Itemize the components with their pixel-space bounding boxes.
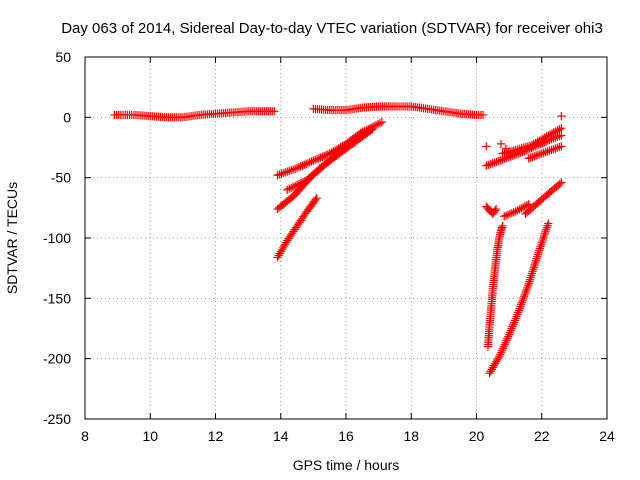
x-tick-label: 14 [273, 428, 289, 444]
data-point [544, 219, 553, 228]
y-axis-label: SDTVAR / TECUs [4, 182, 20, 294]
x-axis-label: GPS time / hours [293, 457, 400, 473]
data-point [498, 221, 507, 231]
y-tick-label: 50 [55, 49, 71, 65]
chart-title: Day 063 of 2014, Sidereal Day-to-day VTE… [61, 20, 603, 37]
axis-ticks: 8 10 12 14 16 18 20 22 24 50 0 -50 -100 -150 -200 -250 [43, 49, 615, 444]
data-point [366, 126, 375, 135]
data-point [491, 204, 501, 214]
x-tick-label: 16 [338, 428, 354, 444]
data-point [482, 142, 491, 151]
x-tick-label: 8 [81, 428, 89, 444]
x-tick-label: 24 [599, 428, 615, 444]
data-point [557, 112, 566, 121]
data-point [557, 142, 566, 151]
y-tick-label: -150 [43, 290, 71, 306]
data-point [377, 118, 386, 127]
x-tick-label: 20 [469, 428, 485, 444]
data-point [555, 179, 564, 189]
x-tick-label: 12 [208, 428, 224, 444]
data-point [368, 125, 377, 134]
x-tick-label: 18 [403, 428, 419, 444]
x-tick-label: 10 [142, 428, 158, 444]
data-point [311, 195, 320, 204]
data-point [478, 110, 488, 120]
data-point [557, 124, 566, 133]
data-point [304, 175, 313, 184]
data-points [110, 102, 566, 378]
y-tick-label: -100 [43, 230, 71, 246]
x-tick-label: 22 [534, 428, 550, 444]
data-point [501, 144, 510, 153]
y-tick-label: 0 [63, 109, 71, 125]
y-tick-label: -50 [51, 170, 71, 186]
y-tick-label: -200 [43, 351, 71, 367]
data-point [496, 139, 506, 148]
data-point [490, 206, 500, 215]
data-point [557, 178, 566, 187]
data-point [524, 200, 533, 209]
y-tick-label: -250 [43, 411, 71, 427]
data-point [270, 107, 279, 116]
data-point [557, 131, 566, 140]
data-point [312, 194, 321, 203]
